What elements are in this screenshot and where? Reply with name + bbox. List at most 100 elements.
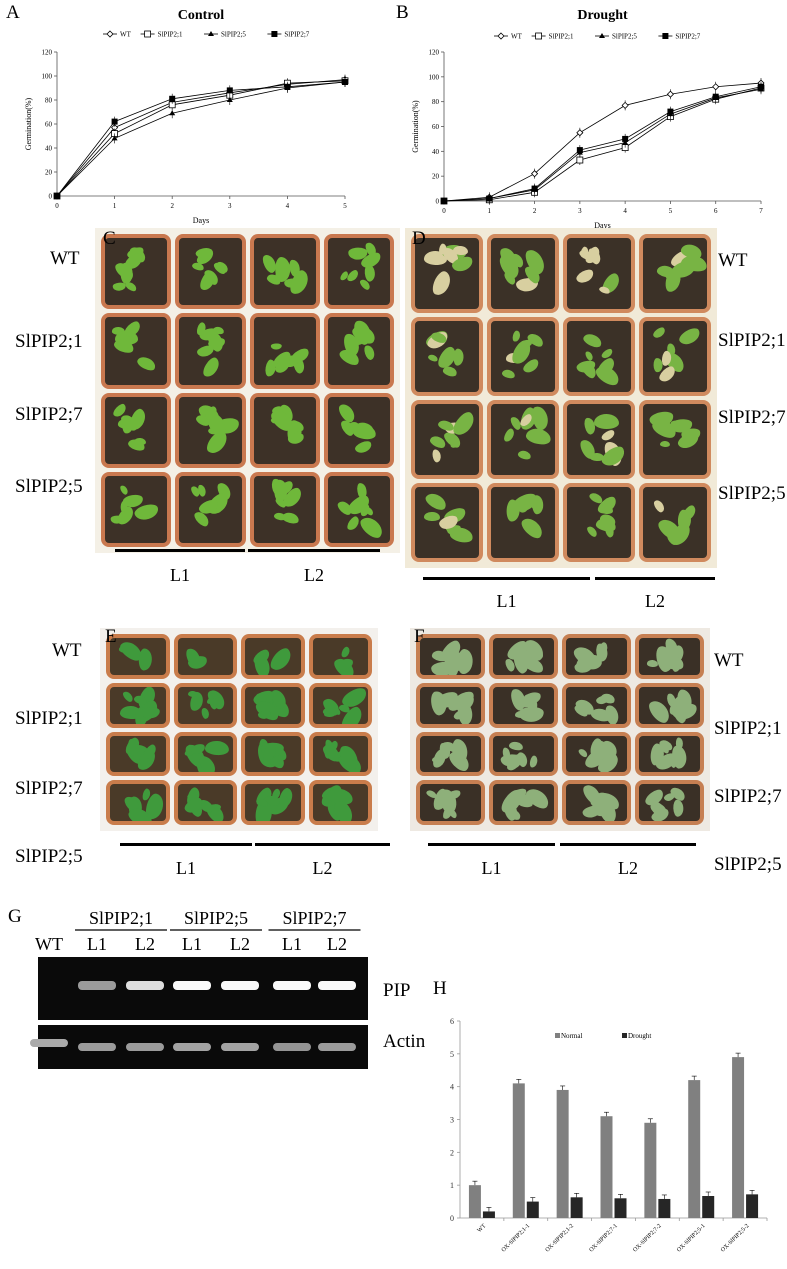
plant-pot <box>106 780 170 825</box>
actin-band <box>318 1043 356 1051</box>
legend-label: SlPIP2;1 <box>158 31 183 39</box>
panel-label-e: E <box>105 626 117 647</box>
y-tick-label: 4 <box>450 1083 454 1092</box>
leaf <box>187 655 209 671</box>
pip-band <box>173 981 211 990</box>
lane-label: L2 <box>135 934 155 954</box>
leaf <box>345 514 362 533</box>
leaf <box>518 514 547 542</box>
series-line <box>56 81 346 197</box>
legend-label: SlPIP2;7 <box>675 33 700 41</box>
legend-label: Normal <box>561 1032 582 1040</box>
plant-pot <box>416 731 485 777</box>
y-tick-label: 3 <box>450 1116 454 1125</box>
leaf <box>266 645 295 675</box>
plant-pot <box>323 313 394 389</box>
x-tick-label: 2 <box>170 202 174 210</box>
leaf <box>340 646 352 660</box>
plant-pot <box>323 234 394 310</box>
leaf <box>141 705 161 719</box>
bar-normal <box>556 1089 569 1218</box>
y-tick-label: 6 <box>450 1017 454 1026</box>
chart-title: Control <box>178 8 225 23</box>
y-axis-label: Germination(%) <box>24 97 33 150</box>
plant-pot <box>323 392 394 468</box>
genotype-label: SlPIP2;1 <box>15 708 83 729</box>
plant-pot <box>639 317 711 396</box>
data-point <box>622 135 629 142</box>
y-tick-label: 0 <box>436 198 440 206</box>
y-tick-label: 60 <box>45 121 53 129</box>
group-label: SlPIP2;7 <box>282 908 346 928</box>
group-label: SlPIP2;1 <box>89 908 153 928</box>
series-line <box>443 86 762 202</box>
leaf <box>660 440 671 448</box>
genotype-label: SlPIP2;7 <box>15 404 83 425</box>
bar-normal <box>468 1185 481 1218</box>
y-tick-label: 0 <box>49 193 53 201</box>
plant-pot <box>173 682 237 728</box>
plant-pot <box>639 483 711 562</box>
data-point <box>531 185 538 192</box>
x-tick-label: 4 <box>623 207 627 215</box>
actin-band <box>273 1043 311 1051</box>
x-tick-label: OX-SlPIP2;5-2 <box>720 1223 750 1253</box>
genotype-label: SlPIP2;5 <box>718 483 786 504</box>
plant-pot <box>101 234 172 310</box>
plant-pot <box>489 634 558 679</box>
genotype-label: SlPIP2;7 <box>714 786 782 807</box>
leaf <box>589 452 604 462</box>
legend-marker <box>497 32 505 40</box>
data-point <box>111 118 118 125</box>
data-point <box>576 147 583 154</box>
data-point <box>666 90 674 98</box>
genotype-label: WT <box>50 248 80 269</box>
plant-pot <box>323 471 394 547</box>
genotype-label: SlPIP2;1 <box>15 331 83 352</box>
y-axis-label: Germination(%) <box>411 100 420 153</box>
bar-normal <box>644 1122 657 1218</box>
x-tick-label: 7 <box>759 207 763 215</box>
pip-band <box>221 981 259 990</box>
legend-marker <box>208 31 214 36</box>
leaf <box>422 490 449 513</box>
legend-label: WT <box>120 31 132 39</box>
genotype-label: WT <box>718 250 748 271</box>
plant-pot <box>308 780 372 825</box>
group-label: SlPIP2;5 <box>184 908 248 928</box>
leaf <box>529 755 539 769</box>
data-point <box>758 83 764 90</box>
legend-label: SlPIP2;7 <box>284 31 309 39</box>
leaf <box>112 282 126 291</box>
bar-drought <box>526 1201 539 1218</box>
plant-pot <box>249 234 320 310</box>
line-bracket <box>248 549 380 552</box>
bar-drought <box>746 1194 759 1218</box>
legend-label: SlPIP2;1 <box>549 33 574 41</box>
series-line <box>56 80 346 197</box>
leaf <box>453 348 465 366</box>
leaf <box>673 799 684 817</box>
genotype-label: SlPIP2;5 <box>15 846 83 867</box>
bar-normal <box>732 1057 745 1218</box>
data-point <box>54 193 60 199</box>
bar-normal <box>688 1080 701 1218</box>
data-point <box>531 170 539 178</box>
genotype-label: SlPIP2;5 <box>714 854 782 875</box>
leaf <box>349 421 360 428</box>
series-line <box>56 81 346 197</box>
plant-pot <box>635 780 704 825</box>
data-point <box>441 198 447 204</box>
x-tick-label: OX-SlPIP2;7-1 <box>588 1223 618 1253</box>
genotype-label: SlPIP2;7 <box>718 407 786 428</box>
line-bracket <box>428 843 555 846</box>
y-tick-label: 120 <box>42 49 53 57</box>
actin-band <box>126 1043 164 1051</box>
photo-panel-d <box>405 228 717 568</box>
leaf <box>423 511 441 522</box>
y-tick-label: 5 <box>450 1050 454 1059</box>
leaf <box>363 344 377 362</box>
leaf <box>653 357 663 373</box>
leaf <box>200 354 222 379</box>
data-point <box>576 129 584 137</box>
